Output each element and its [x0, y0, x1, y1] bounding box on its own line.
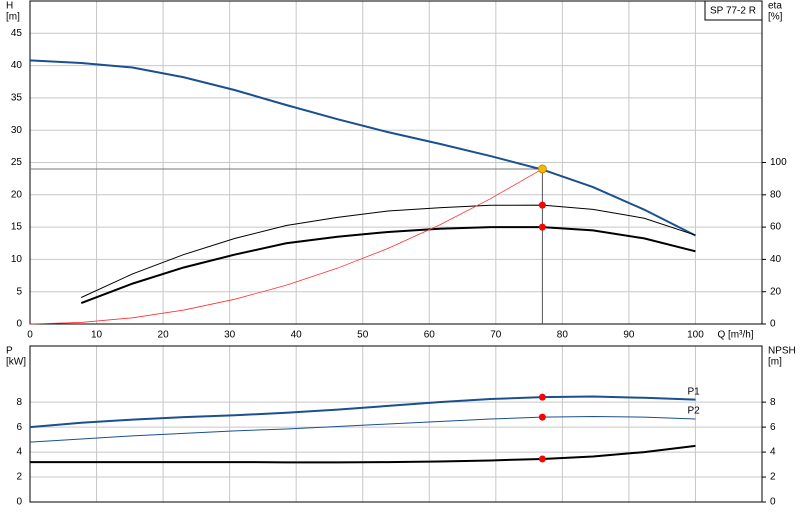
series-line [30, 444, 696, 464]
y-axis-label: P [6, 346, 13, 357]
x-axis-label: Q [m³/h] [717, 330, 753, 341]
y2-tick-label: 2 [770, 472, 776, 483]
y-tick-label: 25 [11, 157, 23, 168]
duty-point [538, 455, 546, 463]
y-tick-label: 35 [11, 93, 23, 104]
annotation: SP 77-2 R [710, 6, 756, 17]
x-tick-label: 30 [224, 330, 236, 341]
y-tick-label: 4 [16, 447, 22, 458]
duty-point [538, 223, 546, 231]
x-tick-label: 40 [291, 330, 303, 341]
x-tick-label: 70 [490, 330, 502, 341]
y-tick-label: 20 [11, 189, 23, 200]
y-tick-label: 30 [11, 125, 23, 136]
y-tick-label: 0 [16, 319, 22, 330]
y2-tick-label: 6 [770, 422, 776, 433]
y2-axis-label: NPSH [768, 346, 796, 357]
y-axis-label: [kW] [6, 357, 26, 368]
x-tick-label: 0 [27, 330, 33, 341]
y-tick-label: 10 [11, 254, 23, 265]
x-tick-label: 10 [91, 330, 103, 341]
y2-tick-label: 0 [770, 497, 776, 508]
y-tick-label: 15 [11, 222, 23, 233]
y-tick-label: 2 [16, 472, 22, 483]
x-tick-label: 50 [357, 330, 369, 341]
duty-point [538, 201, 546, 209]
y2-tick-label: 80 [770, 189, 782, 200]
y-tick-label: 5 [16, 286, 22, 297]
series-label: P2 [687, 406, 700, 417]
series-line [29, 59, 696, 237]
operating-point [538, 164, 547, 174]
y2-axis-label: [m] [768, 357, 782, 368]
x-tick-label: 100 [687, 330, 704, 341]
x-tick-label: 90 [623, 330, 635, 341]
x-tick-label: 80 [557, 330, 569, 341]
y2-tick-label: 20 [770, 286, 782, 297]
y2-tick-label: 60 [770, 222, 782, 233]
duty-point [538, 413, 546, 421]
y2-tick-label: 100 [770, 157, 787, 168]
plot-frame [29, 345, 763, 503]
plot-frame [29, 0, 763, 325]
series-line [81, 204, 696, 298]
y2-tick-label: 40 [770, 254, 782, 265]
y2-tick-label: 8 [770, 397, 776, 408]
series-line [29, 395, 696, 429]
series-line [29, 416, 696, 443]
y-tick-label: 40 [11, 60, 23, 71]
series-line [29, 168, 543, 325]
y2-tick-label: 0 [770, 319, 776, 330]
x-tick-label: 60 [424, 330, 436, 341]
annotation-box [704, 0, 763, 21]
y-axis-label: [m] [6, 12, 20, 23]
y-axis-label: H [6, 1, 13, 12]
y-tick-label: 0 [16, 497, 22, 508]
y-tick-label: 45 [11, 28, 23, 39]
duty-point [538, 393, 546, 401]
y2-axis-label: eta [768, 1, 782, 12]
y2-tick-label: 4 [770, 447, 776, 458]
y2-axis-label: [%] [768, 12, 783, 23]
y-tick-label: 8 [16, 397, 22, 408]
y-tick-label: 6 [16, 422, 22, 433]
series-line [80, 226, 696, 304]
x-tick-label: 20 [158, 330, 170, 341]
series-label: P1 [687, 386, 700, 397]
